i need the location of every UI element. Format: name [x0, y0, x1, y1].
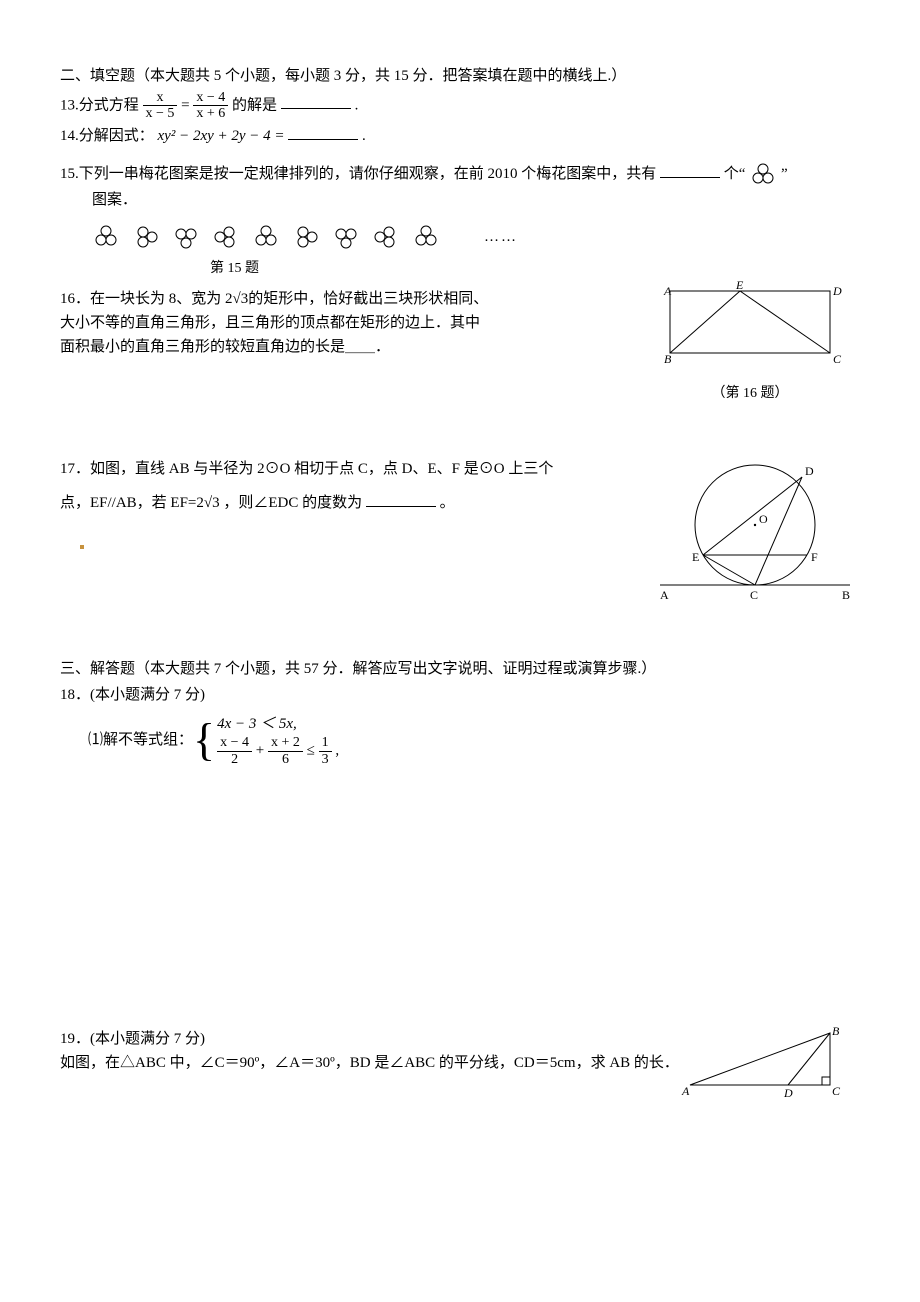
- section-3-heading: 三、解答题（本大题共 7 个小题，共 57 分．解答应写出文字说明、证明过程或演…: [60, 657, 860, 681]
- fig16-label-a: A: [663, 284, 672, 298]
- q13-equals: =: [181, 97, 193, 113]
- q18-f2n: x + 2: [268, 735, 303, 751]
- q17-blank: [366, 491, 436, 507]
- q18-f3n: 1: [319, 735, 332, 751]
- q15-caption: 第 15 题: [60, 258, 860, 280]
- q13-frac2-den: x + 6: [193, 106, 228, 121]
- figure-19-svg: A B C D: [680, 1025, 850, 1099]
- q18-f1n: x − 4: [217, 735, 252, 751]
- q17-line-b: 点，EF//AB，若 EF=2√3 ，则∠EDC 的度数为: [60, 495, 362, 511]
- q18-sys-line1: 4x − 3 ＜ 5x,: [217, 713, 339, 736]
- q18-f2d: 6: [268, 752, 303, 767]
- q13-text-b: 的解是: [232, 97, 277, 113]
- plum-icon-inline: [749, 162, 777, 186]
- q17-line-c: 。: [440, 495, 455, 511]
- fig17-label-d: D: [805, 464, 814, 478]
- question-14: 14.分解因式： xy² − 2xy + 2y − 4 = .: [60, 124, 860, 148]
- q18-plus: +: [256, 743, 268, 759]
- figure-19: A B C D: [680, 1025, 850, 1107]
- q15-text-b: 个“: [724, 166, 746, 182]
- fig17-label-e: E: [692, 550, 699, 564]
- q15-text-c: ”: [781, 166, 788, 182]
- q18-frac3: 13: [319, 735, 332, 767]
- q14-blank: [288, 124, 358, 140]
- q15-blank: [660, 162, 720, 178]
- stray-dot-icon: [80, 545, 84, 549]
- figure-16: A D E B C （第 16 题）: [650, 281, 850, 405]
- figure-17: O D E F C A B: [650, 447, 850, 625]
- q18-heading: 18．(本小题满分 7 分): [60, 683, 860, 707]
- q13-frac2-num: x − 4: [193, 90, 228, 106]
- figure-16-caption: （第 16 题）: [650, 383, 850, 405]
- question-18: 18．(本小题满分 7 分) ⑴解不等式组： { 4x − 3 ＜ 5x, x …: [60, 683, 860, 767]
- q15-text-a: 15.下列一串梅花图案是按一定规律排列的，请你仔细观察，在前 2010 个梅花图…: [60, 166, 656, 182]
- question-16: 16．在一块长为 8、宽为 2√3的矩形中，恰好截出三块形状相同、 大小不等的直…: [60, 287, 860, 417]
- q13-frac1-den: x − 5: [143, 106, 178, 121]
- q18-system: { 4x − 3 ＜ 5x, x − 42 + x + 26 ≤ 13 ,: [193, 713, 339, 767]
- left-brace-icon: {: [193, 717, 215, 763]
- fig16-label-d: D: [832, 284, 842, 298]
- fig19-label-d: D: [783, 1086, 793, 1099]
- fig17-label-o: O: [759, 512, 768, 526]
- fig17-label-b: B: [842, 588, 850, 602]
- question-13: 13.分式方程 x x − 5 = x − 4 x + 6 的解是 .: [60, 90, 860, 122]
- fig17-label-c: C: [750, 588, 758, 602]
- q15-pattern-row: ……: [60, 220, 860, 254]
- question-15: 15.下列一串梅花图案是按一定规律排列的，请你仔细观察，在前 2010 个梅花图…: [60, 162, 860, 187]
- fig16-label-b: B: [664, 352, 672, 366]
- section-2-heading: 二、填空题（本大题共 5 个小题，每小题 3 分，共 15 分．把答案填在题中的…: [60, 64, 860, 88]
- q18-f3d: 3: [319, 752, 332, 767]
- fig16-label-e: E: [735, 281, 744, 292]
- question-19: 19．(本小题满分 7 分) 如图，在△ABC 中，∠C＝90º，∠A＝30º，…: [60, 1027, 860, 1107]
- q18-end: ,: [335, 743, 339, 759]
- fig16-label-c: C: [833, 352, 842, 366]
- q13-fraction-1: x x − 5: [143, 90, 178, 122]
- q13-text-a: 13.分式方程: [60, 97, 143, 113]
- q18-frac1: x − 42: [217, 735, 252, 767]
- q18-sub1-label: ⑴解不等式组：: [88, 728, 193, 752]
- fig17-label-f: F: [811, 550, 818, 564]
- fig19-label-a: A: [681, 1084, 690, 1098]
- q14-expr: xy² − 2xy + 2y − 4 =: [158, 128, 289, 144]
- q13-fraction-2: x − 4 x + 6: [193, 90, 228, 122]
- q15-dots: ……: [484, 225, 518, 249]
- plum-pattern-icon: [92, 220, 472, 254]
- q13-frac1-num: x: [143, 90, 178, 106]
- q13-text-c: .: [355, 97, 359, 113]
- q18-f1d: 2: [217, 752, 252, 767]
- q14-text-b: .: [362, 128, 366, 144]
- q14-text-a: 14.分解因式：: [60, 128, 154, 144]
- q13-blank: [281, 93, 351, 109]
- q18-sys-line2: x − 42 + x + 26 ≤ 13 ,: [217, 735, 339, 767]
- figure-16-svg: A D E B C: [650, 281, 850, 371]
- q18-le: ≤: [307, 743, 319, 759]
- question-17: 17．如图，直线 AB 与半径为 2⊙O 相切于点 C，点 D、E、F 是⊙O …: [60, 457, 860, 627]
- q18-frac2: x + 26: [268, 735, 303, 767]
- fig19-label-c: C: [832, 1084, 841, 1098]
- fig17-label-a: A: [660, 588, 669, 602]
- figure-17-svg: O D E F C A B: [650, 447, 860, 617]
- q15-text-d: 图案．: [60, 188, 860, 212]
- fig19-label-b: B: [832, 1025, 840, 1038]
